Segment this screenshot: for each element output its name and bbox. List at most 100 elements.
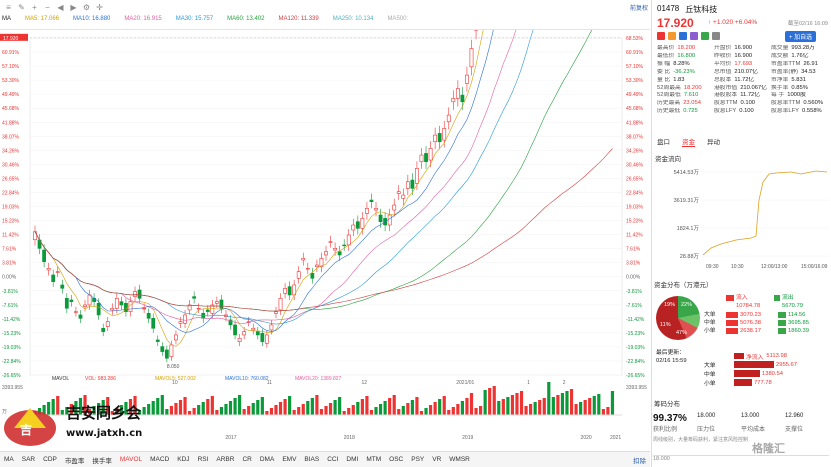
indicator-tab[interactable]: VR: [432, 456, 442, 463]
y-tick-right: 45.68%: [626, 106, 644, 112]
volume-bar: [424, 408, 428, 415]
menu-icon[interactable]: ≡: [6, 3, 11, 12]
candle: [137, 284, 142, 304]
candle: [269, 320, 274, 335]
vol-ma-label: MAVOL5: 527.002: [155, 376, 196, 382]
candle: [192, 291, 197, 304]
y-tick-left: 30.46%: [2, 162, 20, 168]
indicator-tab[interactable]: PSY: [411, 456, 425, 463]
quote-value: 0.560%: [803, 100, 823, 107]
indicator-tab[interactable]: DMI: [346, 456, 359, 463]
volume-bar: [215, 410, 219, 415]
indicator-tab[interactable]: SAR: [21, 456, 36, 463]
flow-x-tick: 15:00/16:09: [801, 264, 828, 270]
add-watchlist-button[interactable]: + 加自选: [785, 31, 817, 42]
volume-bar: [474, 408, 478, 415]
volume-bar: [347, 408, 351, 415]
indicator-tab[interactable]: EMV: [282, 456, 297, 463]
y-tick-right: -19.03%: [626, 345, 645, 351]
indicator-tab[interactable]: WMSR: [449, 456, 470, 463]
candle: [178, 316, 183, 328]
volume-bar: [151, 401, 155, 415]
volume-bar: [265, 411, 269, 415]
crosshair-icon[interactable]: ✛: [96, 3, 103, 12]
quote-key: 股息率TTM: [771, 100, 801, 107]
chart-toolbar: ≡ ✎ + − ◀ ▶ ⚙ ✛ 前复权 MA MA5: 17.066 MA10: …: [0, 0, 650, 30]
detail-tab[interactable]: 资金: [682, 136, 695, 147]
share-icon[interactable]: [712, 32, 720, 40]
quote-value: 16.900: [734, 52, 753, 59]
chip-values: 99.37% 18.000 13.000 12.960: [653, 413, 829, 424]
detail-tab[interactable]: 异动: [707, 139, 720, 146]
quote-cell: 昨收价 16.900: [714, 53, 771, 61]
quote-key: 量 比: [657, 76, 671, 83]
indicator-tab[interactable]: MAVOL: [119, 456, 143, 463]
zoom-out-icon[interactable]: −: [45, 3, 50, 12]
x-tick: 2021/01: [456, 380, 474, 386]
pie-label: 19%: [664, 302, 676, 308]
candle: [78, 310, 83, 324]
volume-bar: [124, 402, 128, 415]
wm-brand: 吉安同乡会: [66, 404, 141, 422]
indicator-tab[interactable]: CCI: [327, 456, 339, 463]
dist-row: 小单 2638.17 1860.39: [704, 328, 809, 335]
dist-row: 中单 5076.38 3695.85: [704, 319, 809, 327]
candle: [315, 259, 319, 273]
y-tick-right: 41.88%: [626, 120, 644, 126]
quote-cell: 每 手 1000股: [771, 92, 828, 100]
corner-watermark: 格隆汇: [752, 443, 785, 455]
indicator-tab[interactable]: 换手率: [92, 457, 112, 465]
y-tick-right: 38.07%: [626, 134, 644, 140]
deduct-toggle[interactable]: 扣除: [633, 457, 646, 465]
detail-tab[interactable]: 盘口: [657, 139, 670, 146]
indicator-tab[interactable]: CDP: [43, 456, 57, 463]
y-tick-right: 30.46%: [626, 162, 644, 168]
indicator-tab[interactable]: RSI: [197, 456, 209, 463]
y-tick-left: 34.26%: [2, 148, 20, 154]
indicator-tab[interactable]: DMA: [259, 456, 275, 463]
volume-bar: [156, 398, 160, 415]
draw-icon[interactable]: ✎: [18, 3, 25, 12]
volume-bar: [328, 403, 333, 415]
settings-icon[interactable]: ⚙: [82, 3, 91, 12]
y-tick-left: 57.10%: [2, 64, 20, 70]
indicator-tab[interactable]: MACD: [150, 456, 170, 463]
quote-value: 17.693: [734, 60, 753, 67]
indicator-tab[interactable]: CR: [242, 456, 252, 463]
volume-bar: [60, 410, 64, 415]
quote-cell: 成交量 993.28万: [771, 45, 828, 53]
volume-bar: [351, 405, 355, 415]
volume-bar: [87, 409, 92, 415]
y-tick-left: 22.84%: [2, 190, 20, 196]
indicator-tab[interactable]: MTM: [366, 456, 382, 463]
quote-value: 34.53: [801, 68, 816, 75]
chip-value: 12.960: [785, 413, 804, 419]
right-icon[interactable]: ▶: [70, 3, 77, 12]
indicator-tab[interactable]: ARBR: [216, 456, 235, 463]
indicator-tab[interactable]: OSC: [389, 456, 404, 463]
kline-chart[interactable]: 68.53%68.53%60.91%60.91%57.10%57.10%53.3…: [0, 30, 650, 443]
zoom-in-icon[interactable]: +: [32, 3, 37, 12]
price-change: ↑ +1.020 +6.04%: [708, 19, 758, 26]
candle: [428, 141, 433, 168]
left-icon[interactable]: ◀: [57, 3, 64, 12]
indicator-tab[interactable]: MA: [4, 456, 14, 463]
chip-label: 获利比例: [653, 427, 678, 433]
candle: [333, 242, 337, 256]
volume-bar: [560, 393, 565, 415]
quote-key: 平均价: [714, 60, 732, 67]
dist-row: 大单 3070.23 114.56: [704, 311, 806, 318]
chip-title: 筹码分布: [654, 401, 680, 408]
indicator-tab[interactable]: BIAS: [304, 456, 320, 463]
indicator-tab[interactable]: 市盈率: [64, 457, 85, 465]
volume-bar: [369, 410, 374, 415]
ma-item: MA10: 16.880: [73, 16, 111, 22]
net-update: 最后更新： 02/16 15:59: [656, 349, 687, 365]
adjust-mode[interactable]: 前复权: [629, 6, 648, 12]
y-tick-right: 19.03%: [626, 205, 644, 211]
candle: [64, 293, 69, 314]
quote-value: 0.100: [740, 100, 756, 107]
indicator-tab[interactable]: KDJ: [177, 456, 190, 463]
volume-bar: [119, 405, 123, 415]
candle: [355, 215, 360, 235]
